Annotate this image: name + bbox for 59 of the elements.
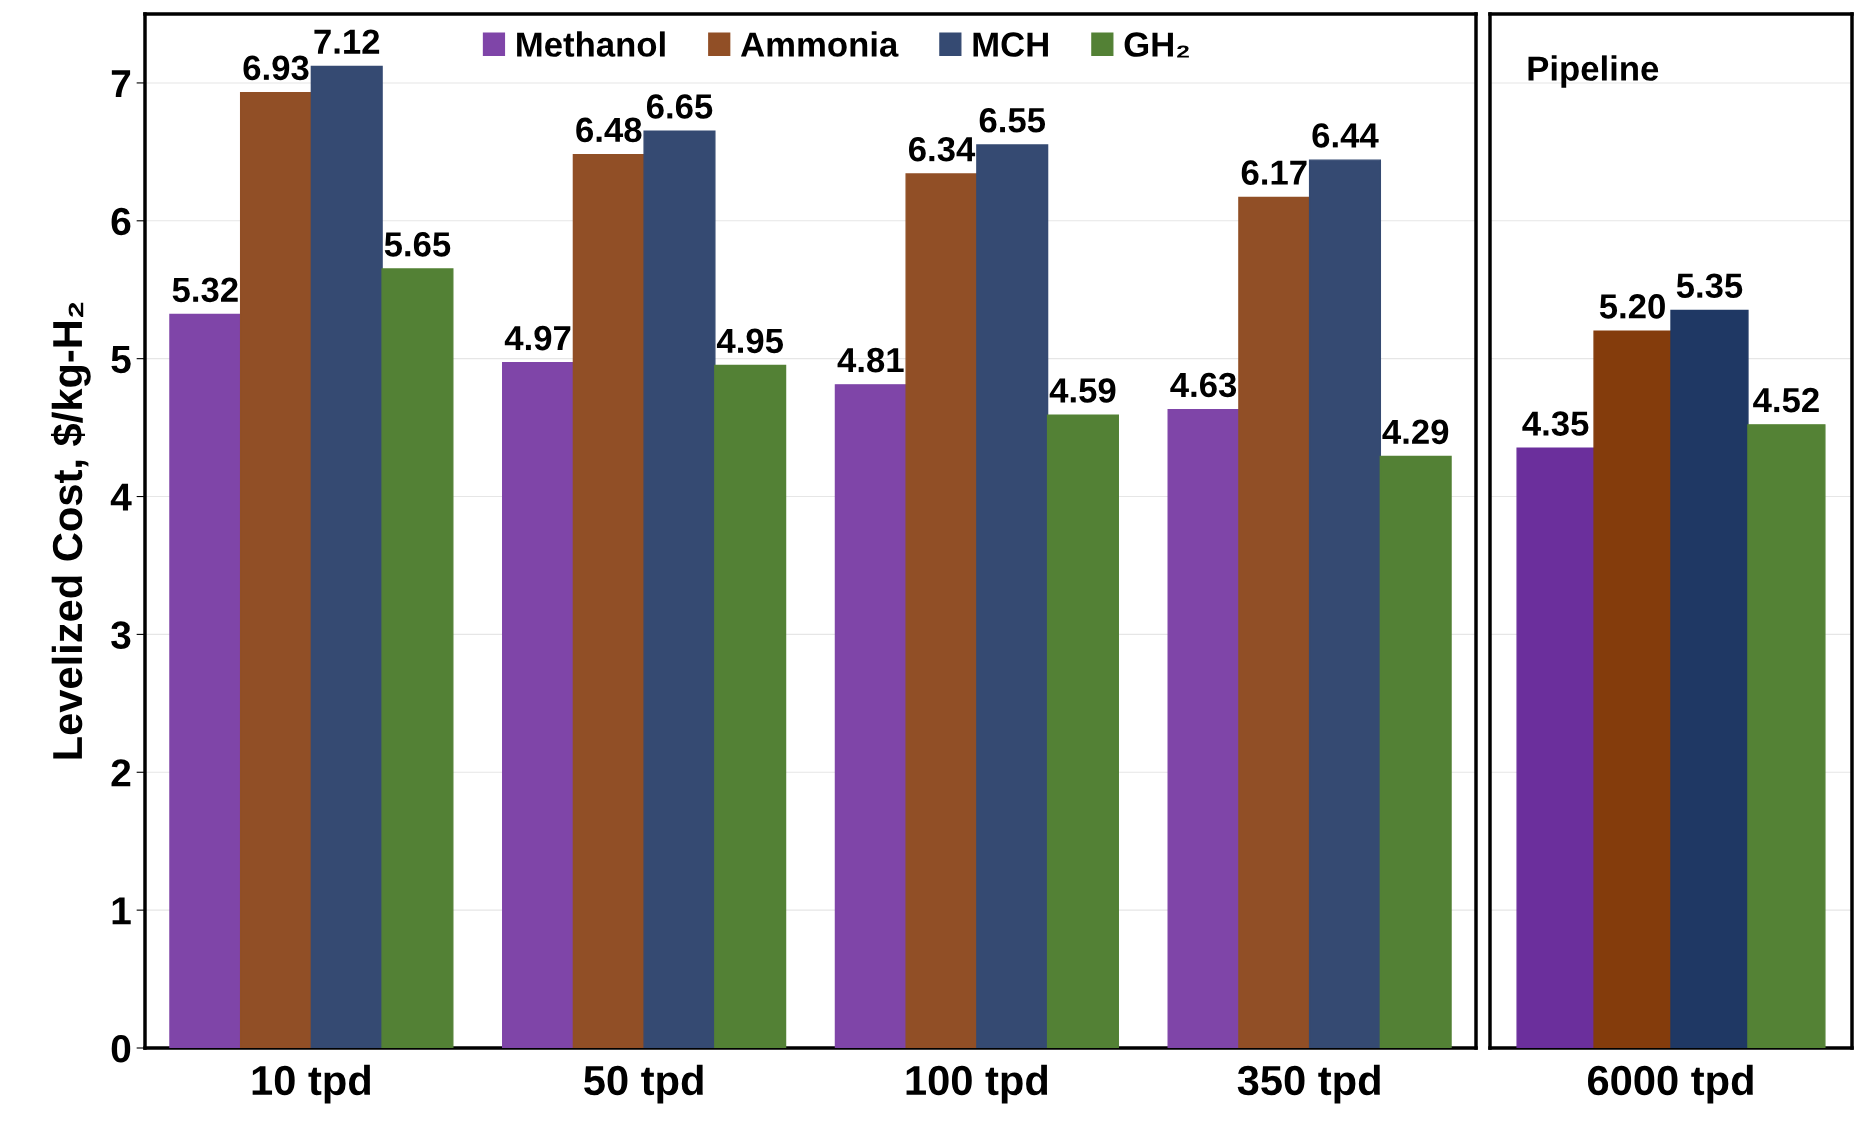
bar [1670,309,1749,1048]
data-label: 7.12 [314,29,380,54]
bar [1046,414,1119,1048]
y-tick-label: 5 [111,346,131,374]
x-tick-label: 10 tpd [252,1064,370,1104]
data-label: 6.44 [1312,123,1379,148]
legend-label: MCH [973,32,1048,57]
bar [1593,330,1672,1048]
bar [834,384,907,1048]
data-label: 5.20 [1599,294,1665,319]
data-label: 6.34 [909,136,976,162]
data-label: 4.59 [1049,378,1116,403]
legend-label: Ammonia [740,31,899,57]
y-tick-label: 1 [112,897,131,925]
data-label: 6.17 [1241,160,1307,185]
data-label: 4.52 [1753,387,1819,413]
y-tick-label: 4 [110,483,132,511]
x-tick-label: 50 tpd [584,1064,703,1104]
bar [1238,196,1311,1048]
legend-label: Methanol [517,31,665,57]
bar [714,364,787,1048]
y-tick-label: 6 [111,207,131,236]
bar [643,130,716,1048]
bar [1747,424,1826,1048]
data-label: 6.65 [646,94,713,119]
data-label: 5.35 [1676,273,1743,299]
data-label: 4.29 [1382,419,1449,445]
data-label: 5.32 [172,277,238,303]
data-label: 4.81 [837,347,904,373]
y-tick-label: 7 [111,70,131,98]
bar [169,313,242,1048]
text: Pipeline [1528,55,1659,88]
data-label: 4.63 [1170,372,1237,398]
bar [239,91,313,1048]
legend-label: GH₂ [1124,32,1189,58]
bar [381,268,454,1048]
y-tick-label: 3 [111,621,131,649]
y-tick-label: 0 [111,1034,131,1063]
bar [502,362,575,1048]
data-label: 6.93 [243,55,309,81]
data-label: 6.48 [576,117,642,143]
data-label: 4.97 [504,325,571,351]
bar [1308,159,1382,1048]
bar [976,144,1049,1048]
bar [310,65,383,1048]
x-tick-label: 6000 tpd [1588,1064,1753,1104]
bar [1167,408,1240,1048]
data-label: 6.55 [979,107,1046,133]
x-tick-label: 100 tpd [906,1064,1048,1104]
y-tick-label: 2 [111,759,131,787]
bar [572,153,645,1048]
bar [1379,455,1452,1048]
x-tick-label: 350 tpd [1237,1064,1380,1104]
bar [1516,447,1595,1048]
data-label: 4.35 [1522,411,1589,436]
data-label: 4.95 [716,328,784,354]
data-label: 5.65 [384,232,451,257]
bar [905,173,978,1048]
y-axis-title: Levelized Cost, $/kg-H₂ [50,302,91,759]
